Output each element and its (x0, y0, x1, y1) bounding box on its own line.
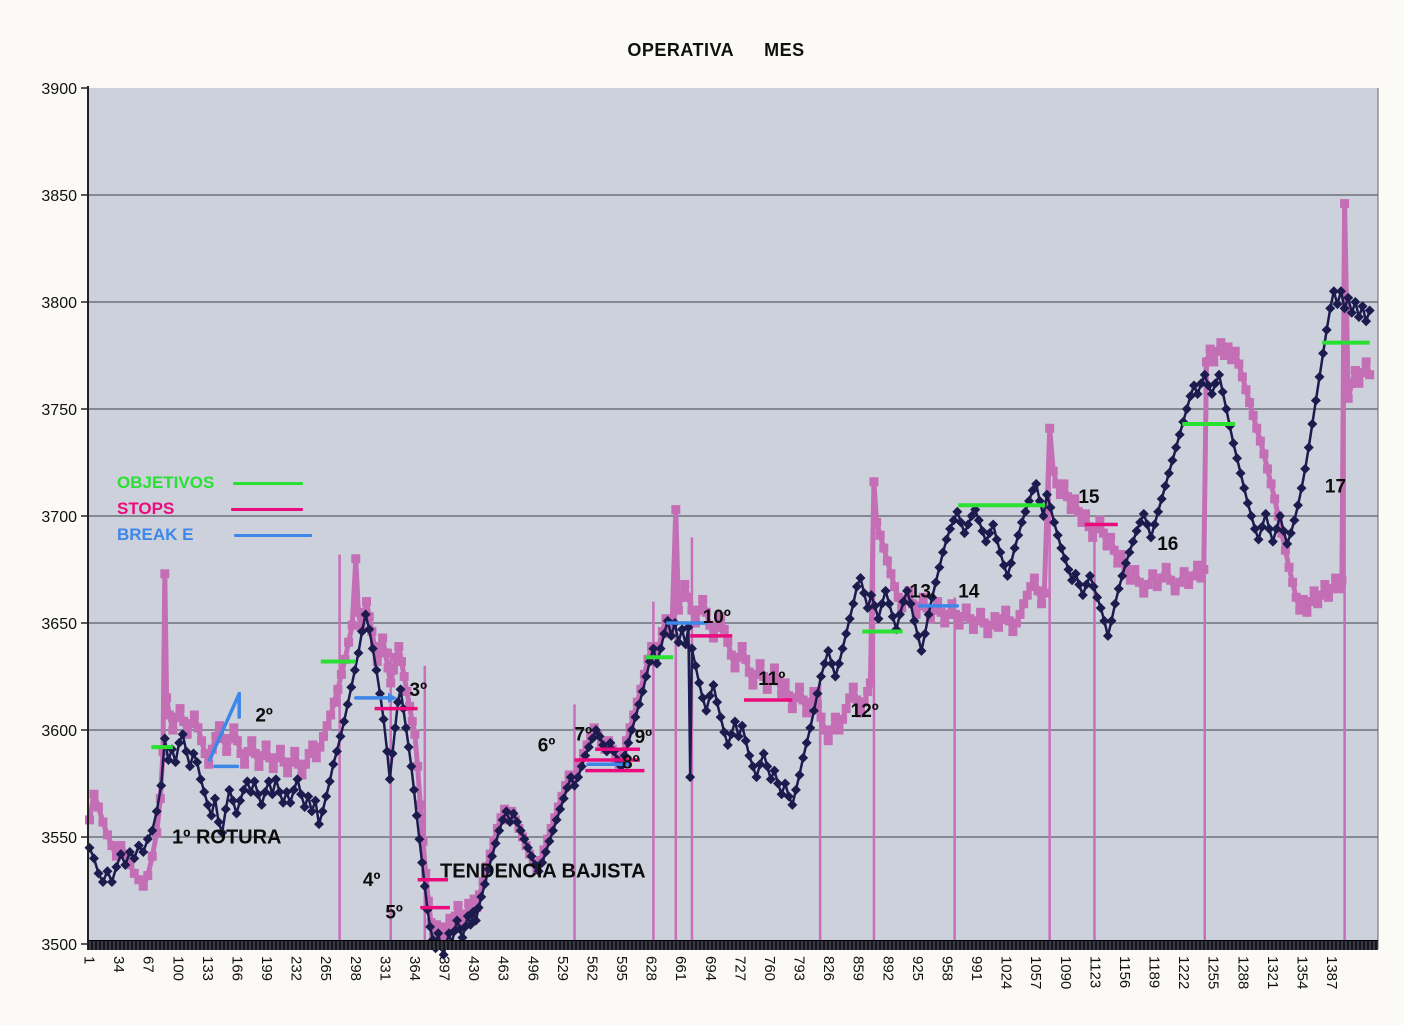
annotation-label: 10º (703, 607, 731, 628)
x-axis-labels: 1 34 67 100 133 166 199 232 265 298 331 364 397 430 46… (81, 956, 1341, 989)
x-axis-tick-label: 463 (495, 956, 512, 981)
x-axis-tick-label: 991 (968, 956, 985, 981)
annotation-label: 2º (255, 705, 273, 726)
annotation-label: 9º (635, 727, 653, 748)
y-axis-tick-label: 3550 (41, 830, 77, 847)
annotation-label: 8º (622, 753, 640, 774)
legend-label-stops: STOPS (117, 499, 175, 518)
objetivo-lines (151, 340, 1370, 750)
x-axis-tick-label: 34 (110, 956, 127, 973)
annotation-label: 1º ROTURA (172, 826, 282, 848)
x-axis-tick-label: 166 (228, 956, 245, 981)
y-axis-tick-label: 3700 (41, 509, 77, 526)
x-axis-tick-label: 1156 (1116, 956, 1133, 988)
x-axis-tick-label: 397 (436, 956, 453, 981)
x-axis-tick-label: 67 (140, 956, 157, 973)
x-axis-tick-label: 925 (909, 956, 926, 981)
legend-item-break: BREAK E (117, 522, 347, 548)
annotation-label: 16 (1157, 534, 1178, 555)
annotation-label: 13. (910, 581, 936, 602)
annotation-label: 3º (410, 680, 428, 701)
chart-title: OPERATIVA MES (0, 40, 1404, 61)
chart-title-word-2: MES (764, 40, 805, 60)
y-axis-tick-label: 3850 (41, 188, 77, 205)
chart-title-word-1: OPERATIVA (627, 40, 735, 60)
annotation-label: 7º (575, 725, 593, 746)
y-axis-tick-label: 3650 (41, 616, 77, 633)
x-axis-tick-label: 628 (643, 956, 660, 981)
x-axis-tick-label: 331 (376, 956, 393, 981)
x-axis-tick-label: 1288 (1234, 956, 1251, 989)
x-axis-tick-label: 595 (613, 956, 630, 981)
y-axis-tick-label: 3600 (41, 723, 77, 740)
x-axis-tick-label: 1024 (998, 956, 1015, 989)
x-axis-tick-label: 1387 (1323, 956, 1340, 989)
y-axis: 3900 3850 3800 3750 3700 3650 3600 3550 3500 (41, 81, 89, 954)
legend-item-objetivos: OBJETIVOS (117, 470, 347, 496)
x-axis-tick-label: 562 (583, 956, 600, 981)
x-axis-tick-label: 1090 (1057, 956, 1074, 989)
x-axis-tick-label: 793 (791, 956, 808, 981)
x-axis-tick-label: 430 (465, 956, 482, 981)
x-axis-tick-label: 958 (938, 956, 955, 981)
legend-item-stops: STOPS (117, 496, 347, 522)
x-axis-tick-label: 232 (288, 956, 305, 981)
x-axis-tick-label: 199 (258, 956, 275, 981)
x-axis-tick-label: 694 (702, 956, 719, 981)
x-axis-band (88, 940, 1378, 950)
x-axis-tick-label: 1189 (1146, 956, 1163, 988)
x-axis-tick-label: 298 (347, 956, 364, 981)
legend-line-objetivos (233, 481, 303, 485)
legend-label-break: BREAK E (117, 525, 194, 544)
x-axis-tick-label: 100 (169, 956, 186, 981)
x-axis-tick-label: 529 (554, 956, 571, 981)
stop-lines (374, 522, 1118, 910)
x-axis-tick-label: 892 (879, 956, 896, 981)
annotation-label: 14 (958, 581, 980, 602)
x-axis-tick-label: 1057 (1027, 956, 1044, 989)
x-axis-tick-label: 1354 (1293, 956, 1310, 989)
x-axis-tick-label: 265 (317, 956, 334, 981)
annotation-label: 6º (538, 735, 556, 756)
annotation-label: 4º (363, 870, 381, 891)
annotation-label: 11º (758, 669, 785, 690)
legend: OBJETIVOS STOPS BREAK E (117, 470, 347, 548)
legend-line-break (234, 533, 312, 537)
x-axis-tick-label: 1123 (1086, 956, 1103, 988)
x-axis-tick-label: 826 (820, 956, 837, 981)
x-axis-tick-label: 1222 (1175, 956, 1192, 989)
break-lines (207, 604, 960, 769)
annotation-label: 12º (851, 701, 879, 722)
y-axis-tick-label: 3750 (41, 402, 77, 419)
x-axis-tick-label: 364 (406, 956, 423, 981)
x-axis-tick-label: 1255 (1205, 956, 1222, 989)
annotation-label: 5º (385, 902, 403, 923)
x-axis-tick-label: 859 (850, 956, 867, 981)
x-axis-tick-label: 727 (731, 956, 748, 981)
legend-line-stops (231, 507, 303, 511)
navy-diamond-series (84, 286, 1375, 960)
annotation-label: 15 (1078, 487, 1100, 508)
x-axis-tick-label: 760 (761, 956, 778, 981)
annotation-label: 17 (1325, 476, 1346, 497)
y-axis-tick-label: 3900 (41, 81, 77, 98)
legend-label-objetivos: OBJETIVOS (117, 473, 215, 492)
y-axis-tick-label: 3800 (41, 295, 77, 312)
x-axis-tick-label: 496 (524, 956, 541, 981)
x-axis-tick-label: 1321 (1264, 956, 1281, 989)
x-axis-tick-label: 661 (672, 956, 689, 981)
x-axis-tick-label: 1 (81, 956, 98, 964)
y-axis-tick-label: 3500 (41, 937, 77, 954)
annotation-label: TENDENCIA BAJISTA (440, 861, 646, 883)
x-axis-tick-label: 133 (199, 956, 216, 981)
